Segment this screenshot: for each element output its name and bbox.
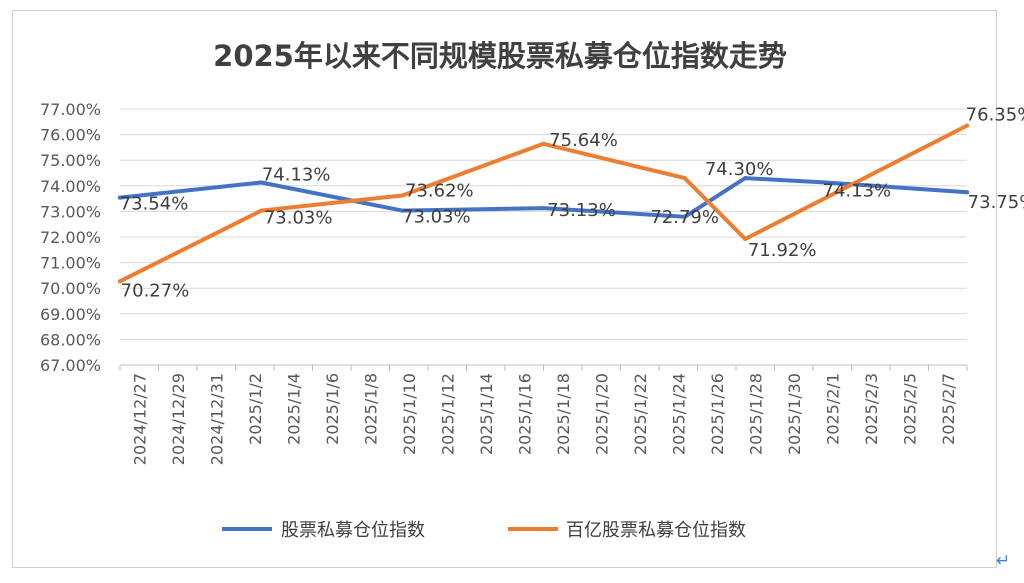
x-tick-label: 2025/1/30 bbox=[785, 373, 804, 455]
legend-label-2: 百亿股票私募仓位指数 bbox=[566, 520, 746, 541]
data-label: 75.64% bbox=[549, 130, 618, 151]
data-label: 73.62% bbox=[405, 181, 474, 202]
data-label: 76.35% bbox=[966, 105, 1024, 126]
x-tick-label: 2025/1/14 bbox=[477, 373, 496, 455]
x-tick-label: 2025/1/4 bbox=[284, 373, 303, 445]
grid-lines bbox=[120, 108, 967, 366]
data-point bbox=[259, 208, 264, 213]
x-tick-label: 2025/1/6 bbox=[323, 373, 342, 445]
series-layer bbox=[118, 123, 969, 284]
data-point bbox=[259, 180, 264, 185]
data-point bbox=[541, 141, 546, 146]
x-tick-label: 2025/1/18 bbox=[554, 373, 573, 455]
legend: 股票私募仓位指数 百亿股票私募仓位指数 bbox=[222, 520, 746, 541]
data-label: 73.13% bbox=[547, 200, 616, 221]
x-tick-label: 2024/12/27 bbox=[130, 373, 149, 465]
x-tick-label: 2025/1/8 bbox=[361, 373, 380, 445]
x-tick-label: 2025/2/5 bbox=[900, 373, 919, 445]
data-label: 74.13% bbox=[262, 164, 331, 185]
y-tick-label: 73.00% bbox=[40, 202, 101, 221]
chart-title: 2025年以来不同规模股票私募仓位指数走势 bbox=[213, 39, 787, 73]
x-tick-label: 2024/12/29 bbox=[169, 373, 188, 465]
data-point bbox=[965, 190, 969, 195]
x-tick-label: 2025/1/10 bbox=[400, 373, 419, 455]
data-label: 72.79% bbox=[650, 207, 719, 228]
y-tick-label: 69.00% bbox=[40, 305, 101, 324]
data-point bbox=[743, 237, 748, 242]
x-tick-label: 2025/2/7 bbox=[939, 373, 958, 445]
chart-frame bbox=[12, 10, 997, 568]
x-tick-label: 2025/2/3 bbox=[862, 373, 881, 445]
y-tick-label: 71.00% bbox=[40, 254, 101, 273]
series-line-2 bbox=[118, 123, 969, 284]
data-point bbox=[743, 176, 748, 181]
x-axis: 2024/12/27 2024/12/29 2024/12/31 2025/1/2 20… bbox=[119, 364, 968, 465]
x-tick-label: 2025/1/20 bbox=[592, 373, 611, 455]
x-tick-label: 2025/1/2 bbox=[246, 373, 265, 445]
y-tick-label: 70.00% bbox=[40, 279, 101, 298]
x-tick-label: 2025/1/12 bbox=[438, 373, 457, 455]
y-tick-label: 75.00% bbox=[40, 151, 101, 170]
y-tick-label: 68.00% bbox=[40, 330, 101, 349]
y-axis: 67.00% 68.00% 69.00% 70.00% 71.00% 72.00% 73.0… bbox=[40, 100, 101, 375]
data-point bbox=[965, 123, 969, 128]
data-point bbox=[823, 180, 828, 185]
data-point bbox=[400, 193, 405, 198]
legend-label-1: 股票私募仓位指数 bbox=[281, 520, 425, 541]
data-label: 73.03% bbox=[402, 207, 471, 228]
x-tick-label: 2025/1/28 bbox=[746, 373, 765, 455]
data-point bbox=[118, 279, 122, 284]
y-tick-label: 72.00% bbox=[40, 228, 101, 247]
data-label: 70.27% bbox=[121, 280, 190, 301]
y-tick-label: 67.00% bbox=[40, 356, 101, 375]
x-tick-label: 2025/1/22 bbox=[631, 373, 650, 455]
x-tick-label: 2025/1/24 bbox=[669, 373, 688, 455]
data-label: 74.13% bbox=[823, 180, 892, 201]
data-label: 73.54% bbox=[120, 194, 189, 215]
x-tick-label: 2025/1/16 bbox=[515, 373, 534, 455]
data-point bbox=[400, 208, 405, 213]
series-line-1 bbox=[118, 176, 969, 219]
data-point bbox=[118, 195, 122, 200]
x-tick-label: 2025/2/1 bbox=[823, 373, 842, 445]
return-arrow-icon: ↵ bbox=[996, 551, 1011, 571]
x-tick-label: 2024/12/31 bbox=[207, 373, 226, 465]
data-label: 74.30% bbox=[705, 159, 774, 180]
data-point bbox=[682, 176, 687, 181]
data-label: 73.03% bbox=[264, 208, 333, 229]
x-tick-label: 2025/1/26 bbox=[708, 373, 727, 455]
y-tick-label: 77.00% bbox=[40, 100, 101, 119]
y-tick-label: 74.00% bbox=[40, 177, 101, 196]
y-tick-label: 76.00% bbox=[40, 126, 101, 145]
data-point bbox=[682, 214, 687, 219]
data-point bbox=[541, 206, 546, 211]
data-label: 73.75% bbox=[968, 192, 1024, 213]
data-labels: 73.54% 74.13% 73.03% 73.13% 72.79% 74.30% 74.1… bbox=[120, 105, 1024, 302]
data-label: 71.92% bbox=[748, 240, 817, 261]
